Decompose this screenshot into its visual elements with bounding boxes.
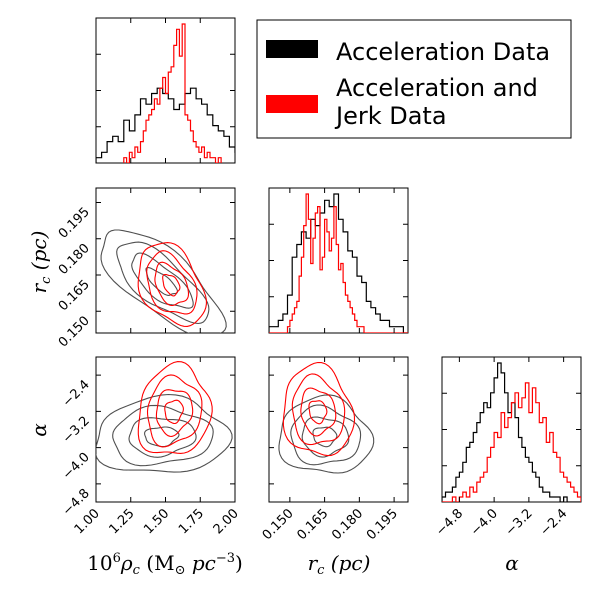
ylabel-rc: rc (pc) [27, 231, 54, 294]
contour-alpha-vs-rho-acceleration-black-level-4 [96, 393, 233, 473]
legend-label-acceleration-jerk-line1: Acceleration and [336, 74, 538, 102]
contour-alpha-vs-rho-acceleration-jerk-red-level-4 [137, 361, 213, 454]
xlabel-rho: 106ρc (M⊙ pc−3) [87, 551, 243, 578]
contour-alpha-vs-rho-acceleration-jerk-red-level-3 [146, 374, 203, 448]
contour-rc-vs-rho-ytick-label: 0.180 [56, 241, 93, 278]
contour-alpha-vs-rc-acceleration-jerk-red-level-1 [308, 400, 328, 425]
contour-rc-vs-rho-acceleration-black-level-1 [145, 266, 179, 296]
contour-rc-vs-rho-ytick-label: 0.150 [56, 313, 93, 350]
legend-swatch-acceleration-jerk [266, 95, 318, 113]
legend-label-acceleration: Acceleration Data [336, 38, 550, 66]
hist-alpha-xtick-label: −4.0 [468, 506, 501, 539]
contour-alpha-vs-rho-xtick-label: 2.00 [211, 506, 242, 537]
contour-alpha-vs-rc-acceleration-black-level-3 [290, 404, 362, 466]
contour-alpha-vs-rho-acceleration-black-level-1 [144, 426, 180, 448]
legend: Acceleration Data Acceleration and Jerk … [256, 19, 572, 139]
contour-rc-vs-rho-ytick-label: 0.195 [56, 205, 93, 242]
contour-alpha-vs-rho-xtick-label: 1.50 [141, 506, 172, 537]
contour-alpha-vs-rho-frame [95, 356, 236, 503]
contour-rc-vs-rho-acceleration-jerk-red-level-1 [162, 273, 181, 297]
contour-alpha-vs-rc-acceleration-black-level-4 [278, 394, 375, 474]
legend-box [256, 19, 572, 139]
hist-alpha-acceleration-black [442, 362, 581, 502]
contour-alpha-vs-rc-xtick-label: 0.150 [260, 506, 297, 543]
hist-alpha-frame [441, 356, 582, 503]
xlabel-rc: rc (pc) [308, 551, 371, 578]
contour-rc-vs-rho-acceleration-jerk-red-level-4 [137, 242, 207, 327]
hist-alpha-xtick-label: −3.2 [503, 506, 536, 539]
contour-alpha-vs-rho-acceleration-black-level-3 [112, 404, 214, 467]
contour-alpha-vs-rho-acceleration-black-level-2 [128, 417, 197, 458]
contour-alpha-vs-rho-acceleration-jerk-red-level-1 [164, 399, 184, 425]
contour-rc-vs-rho-acceleration-jerk-red-level-2 [154, 261, 190, 307]
legend-swatch-acceleration [266, 40, 318, 58]
hist-rc-acceleration-black [269, 193, 408, 333]
contour-alpha-vs-rho-xtick-label: 1.25 [106, 506, 137, 537]
hist-rho-acceleration-jerk-red [123, 23, 222, 163]
hist-alpha-xtick-label: −2.4 [538, 506, 571, 539]
contour-alpha-vs-rc-xtick-label: 0.195 [364, 506, 401, 543]
contour-alpha-vs-rc-xtick-label: 0.165 [295, 506, 332, 543]
contour-alpha-vs-rho-ytick-label: −4.0 [60, 450, 93, 483]
contour-rc-vs-rho-acceleration-jerk-red-level-3 [146, 250, 198, 315]
hist-rc-acceleration-jerk-red [269, 193, 408, 333]
contour-alpha-vs-rc-acceleration-black-level-2 [301, 416, 350, 458]
contour-alpha-vs-rc-acceleration-jerk-red-level-2 [300, 387, 337, 437]
xlabel-alpha: α [505, 551, 519, 575]
legend-label-acceleration-jerk-line2: Jerk Data [334, 102, 447, 130]
ylabel-alpha: α [27, 423, 51, 437]
contour-rc-vs-rho-ytick-label: 0.165 [56, 277, 93, 314]
hist-alpha-acceleration-jerk-red [442, 382, 581, 502]
contour-alpha-vs-rho-ytick-label: −2.4 [60, 377, 93, 410]
hist-rho-acceleration-black [96, 87, 235, 163]
contour-alpha-vs-rho-xtick-label: 1.75 [176, 506, 207, 537]
contour-alpha-vs-rc-acceleration-jerk-red-level-4 [282, 361, 356, 457]
hist-alpha-xtick-label: −4.8 [433, 506, 466, 539]
contour-alpha-vs-rc-frame [268, 356, 409, 503]
contour-alpha-vs-rc-acceleration-jerk-red-level-3 [291, 373, 346, 446]
contour-alpha-vs-rc-xtick-label: 0.180 [329, 506, 366, 543]
contour-alpha-vs-rho-ytick-label: −3.2 [60, 414, 93, 447]
contour-alpha-vs-rho-acceleration-jerk-red-level-2 [155, 389, 194, 437]
